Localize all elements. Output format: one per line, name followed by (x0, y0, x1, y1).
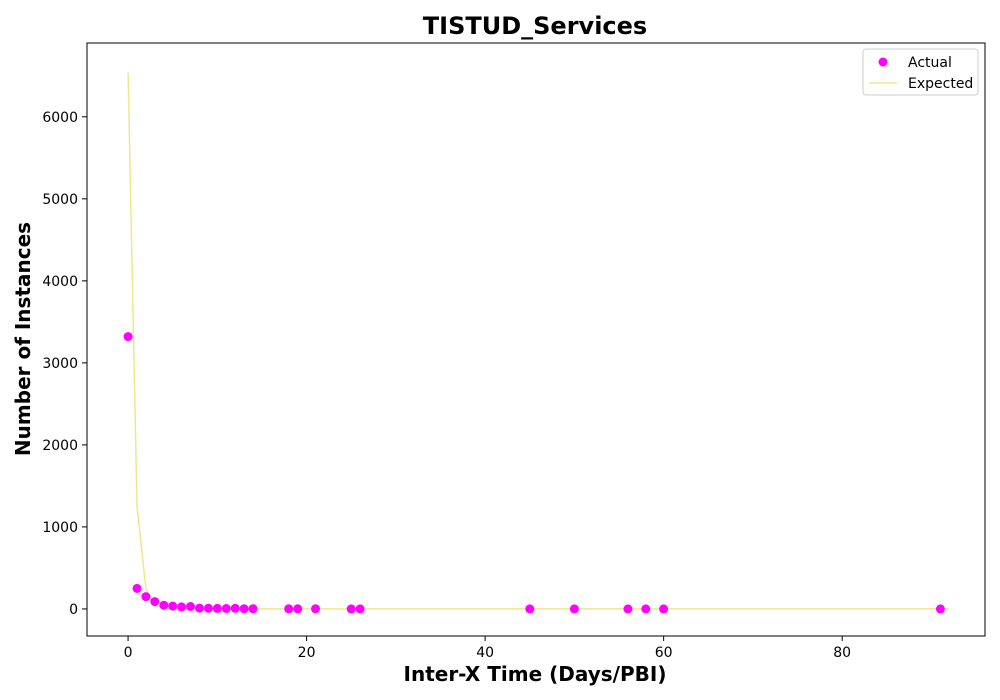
data-point-actual (641, 604, 651, 614)
y-tick-label: 0 (69, 602, 78, 618)
data-point-actual (159, 600, 169, 610)
x-tick-label: 80 (833, 645, 851, 661)
x-tick-label: 0 (124, 645, 133, 661)
y-tick-label: 4000 (42, 274, 78, 290)
data-point-actual (203, 603, 213, 613)
y-tick-label: 3000 (42, 356, 78, 372)
y-tick-label: 5000 (42, 192, 78, 208)
data-point-actual (186, 602, 195, 611)
y-tick-label: 6000 (42, 110, 78, 126)
data-point-actual (311, 604, 320, 614)
x-tick-label: 60 (655, 645, 673, 661)
data-point-actual (569, 604, 579, 614)
y-axis-label: Number of Instances (11, 222, 35, 456)
y-tick-label: 2000 (42, 438, 78, 454)
data-point-actual (123, 332, 133, 342)
series-line-expected (127, 72, 950, 610)
plot-frame (86, 42, 986, 637)
x-tick-label: 20 (298, 645, 316, 661)
data-point-actual (168, 601, 178, 611)
data-point-actual (212, 603, 222, 613)
plot-area: 0 20 40 60 80 0 1000 2000 3000 4000 5000 6000 Actual… (42, 42, 986, 661)
y-tick-label: 1000 (42, 520, 78, 536)
data-point-actual (293, 604, 303, 614)
legend-marker-actual (878, 57, 888, 67)
data-point-actual (346, 604, 356, 614)
data-point-actual (195, 603, 204, 613)
chart-title: TISTUD_Services (423, 12, 647, 40)
data-point-actual (177, 602, 187, 612)
x-axis-label: Inter-X Time (Days/PBI) (404, 662, 667, 686)
data-point-actual (230, 603, 240, 613)
data-point-actual (221, 604, 231, 613)
data-point-actual (284, 604, 294, 614)
data-point-actual (248, 604, 258, 614)
data-point-actual (659, 604, 669, 614)
data-point-actual (150, 597, 160, 607)
data-point-actual (355, 604, 365, 614)
legend-label: Expected (908, 76, 973, 92)
data-point-actual (239, 604, 249, 614)
data-point-actual (623, 604, 633, 614)
data-point-actual (141, 592, 151, 602)
data-point-actual (132, 583, 142, 593)
x-tick-label: 40 (476, 645, 494, 661)
data-point-actual (935, 604, 945, 614)
legend-label: Actual (908, 55, 952, 71)
data-point-actual (525, 604, 535, 614)
